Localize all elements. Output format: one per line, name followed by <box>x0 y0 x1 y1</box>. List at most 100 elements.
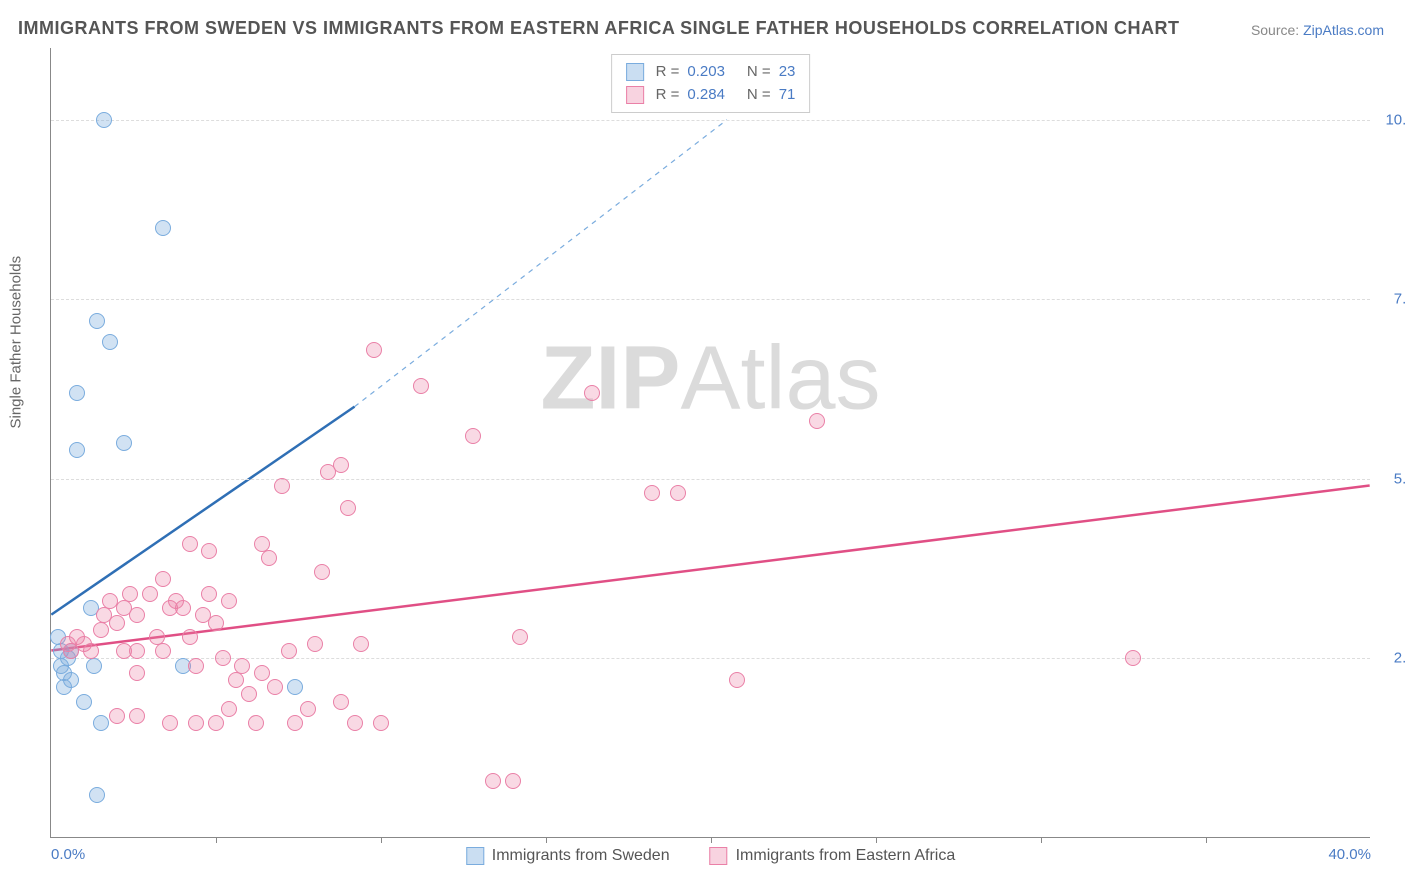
data-point <box>89 787 105 803</box>
watermark-bold: ZIP <box>540 329 680 429</box>
data-point <box>175 600 191 616</box>
data-point <box>129 708 145 724</box>
data-point <box>314 564 330 580</box>
data-point <box>89 313 105 329</box>
y-tick-label: 5.0% <box>1394 470 1406 487</box>
data-point <box>254 665 270 681</box>
data-point <box>228 672 244 688</box>
data-point <box>248 715 264 731</box>
data-point <box>366 342 382 358</box>
data-point <box>512 629 528 645</box>
data-point <box>142 586 158 602</box>
data-point <box>320 464 336 480</box>
data-point <box>333 694 349 710</box>
legend-stats-row-2: R = 0.284 N = 71 <box>626 84 796 107</box>
y-axis-label: Single Father Households <box>8 256 25 429</box>
data-point <box>353 636 369 652</box>
legend-swatch-blue <box>626 63 644 81</box>
data-point <box>208 615 224 631</box>
y-tick-label: 2.5% <box>1394 650 1406 667</box>
data-point <box>56 679 72 695</box>
source-link[interactable]: ZipAtlas.com <box>1303 22 1384 38</box>
data-point <box>287 679 303 695</box>
n-value-2: 71 <box>779 84 796 107</box>
x-tick-mark <box>711 837 712 843</box>
data-point <box>208 715 224 731</box>
data-point <box>155 220 171 236</box>
data-point <box>102 334 118 350</box>
data-point <box>234 658 250 674</box>
data-point <box>182 536 198 552</box>
data-point <box>83 643 99 659</box>
data-point <box>122 586 138 602</box>
x-tick-mark <box>876 837 877 843</box>
legend-label-1: Immigrants from Sweden <box>492 847 670 865</box>
data-point <box>505 773 521 789</box>
n-label: N = <box>747 84 771 107</box>
chart-title: IMMIGRANTS FROM SWEDEN VS IMMIGRANTS FRO… <box>18 18 1179 39</box>
x-tick-mark <box>216 837 217 843</box>
gridline-h <box>51 299 1370 300</box>
n-label: N = <box>747 61 771 84</box>
data-point <box>116 435 132 451</box>
watermark: ZIPAtlas <box>540 328 880 431</box>
data-point <box>300 701 316 717</box>
data-point <box>188 658 204 674</box>
data-point <box>215 650 231 666</box>
r-label: R = <box>656 84 680 107</box>
x-tick-mark <box>381 837 382 843</box>
data-point <box>109 615 125 631</box>
data-point <box>373 715 389 731</box>
data-point <box>347 715 363 731</box>
data-point <box>155 643 171 659</box>
r-value-1: 0.203 <box>687 61 725 84</box>
y-tick-label: 7.5% <box>1394 291 1406 308</box>
n-value-1: 23 <box>779 61 796 84</box>
data-point <box>93 622 109 638</box>
data-point <box>188 715 204 731</box>
y-tick-label: 10.0% <box>1385 111 1406 128</box>
data-point <box>221 701 237 717</box>
data-point <box>287 715 303 731</box>
watermark-rest: Atlas <box>680 329 880 429</box>
legend-swatch-blue <box>466 847 484 865</box>
legend-item-2: Immigrants from Eastern Africa <box>710 847 956 865</box>
data-point <box>69 442 85 458</box>
data-point <box>485 773 501 789</box>
data-point <box>307 636 323 652</box>
x-tick-mark <box>1041 837 1042 843</box>
legend-swatch-pink <box>710 847 728 865</box>
x-tick-mark <box>546 837 547 843</box>
data-point <box>201 586 217 602</box>
plot-area: ZIPAtlas R = 0.203 N = 23 R = 0.284 N = … <box>50 48 1370 838</box>
legend-swatch-pink <box>626 86 644 104</box>
data-point <box>465 428 481 444</box>
data-point <box>809 413 825 429</box>
data-point <box>267 679 283 695</box>
data-point <box>670 485 686 501</box>
data-point <box>584 385 600 401</box>
data-point <box>281 643 297 659</box>
source-prefix: Source: <box>1251 22 1303 38</box>
source-attribution: Source: ZipAtlas.com <box>1251 22 1384 38</box>
data-point <box>274 478 290 494</box>
legend-item-1: Immigrants from Sweden <box>466 847 670 865</box>
r-value-2: 0.284 <box>687 84 725 107</box>
data-point <box>155 571 171 587</box>
legend-stats: R = 0.203 N = 23 R = 0.284 N = 71 <box>611 54 811 113</box>
data-point <box>182 629 198 645</box>
data-point <box>201 543 217 559</box>
gridline-h <box>51 658 1370 659</box>
data-point <box>162 715 178 731</box>
gridline-h <box>51 120 1370 121</box>
data-point <box>93 715 109 731</box>
data-point <box>76 694 92 710</box>
data-point <box>644 485 660 501</box>
data-point <box>1125 650 1141 666</box>
data-point <box>53 658 69 674</box>
data-point <box>129 665 145 681</box>
data-point <box>413 378 429 394</box>
data-point <box>340 500 356 516</box>
gridline-h <box>51 479 1370 480</box>
data-point <box>261 550 277 566</box>
